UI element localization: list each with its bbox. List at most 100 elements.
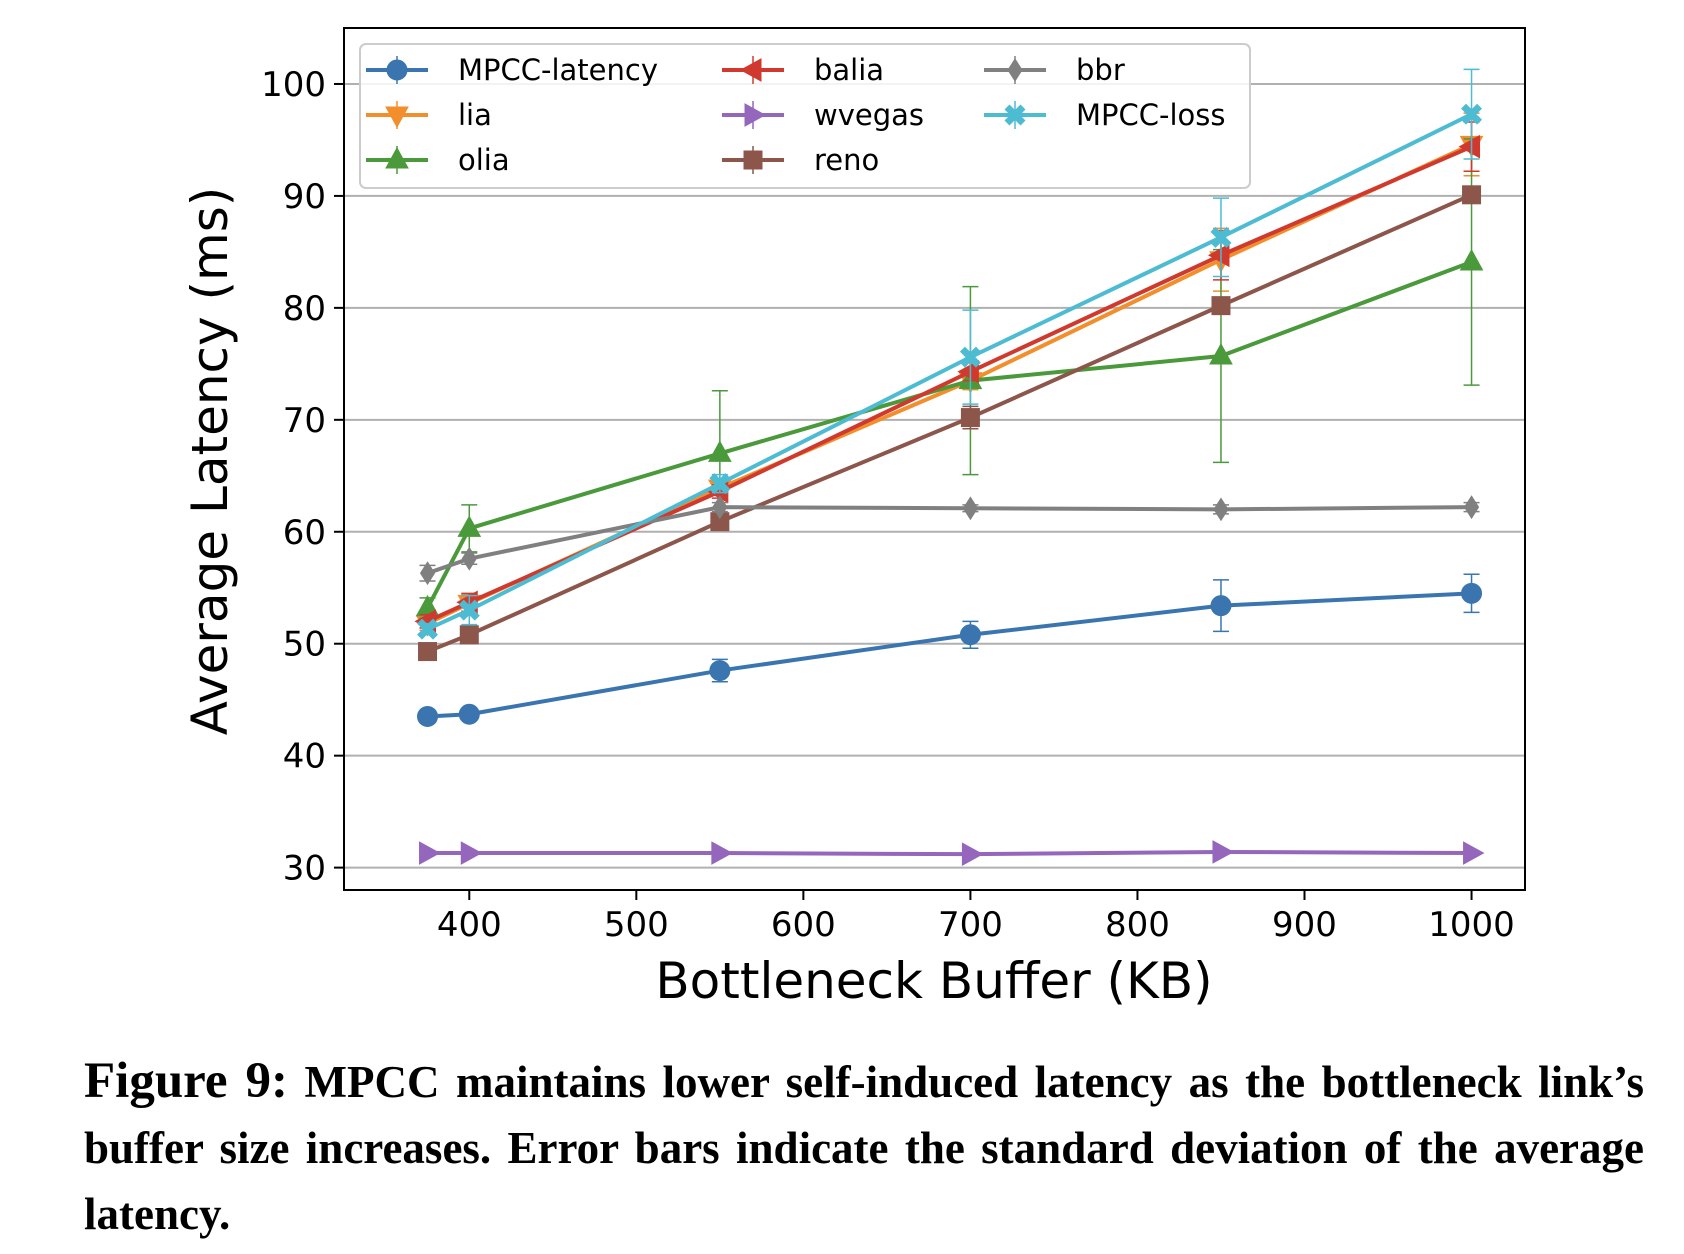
legend-item-mpcc-latency: MPCC-latency xyxy=(366,53,658,87)
series-group xyxy=(414,68,1485,867)
data-point xyxy=(1463,841,1485,865)
x-axis-title: Bottleneck Buffer (KB) xyxy=(655,952,1212,1010)
data-point xyxy=(1209,342,1233,365)
figure-caption: Figure 9: MPCC maintains lower self-indu… xyxy=(84,1048,1644,1247)
data-point-stroke xyxy=(417,618,438,640)
x-tick-label: 700 xyxy=(938,905,1003,945)
data-point xyxy=(458,599,480,621)
data-point-stroke xyxy=(959,346,981,368)
data-point xyxy=(711,841,733,865)
x-tick-label: 800 xyxy=(1105,905,1170,945)
legend-item-wvegas: wvegas xyxy=(722,98,924,132)
data-point xyxy=(957,359,979,384)
legend-marker xyxy=(1007,58,1023,82)
data-point xyxy=(1462,185,1482,205)
legend-marker xyxy=(744,103,767,127)
y-tick-label: 40 xyxy=(283,737,326,777)
data-point-stroke xyxy=(709,473,731,495)
data-point xyxy=(709,473,731,495)
legend-item-bbr: bbr xyxy=(984,53,1125,87)
series-line xyxy=(425,260,1473,609)
x-tick-label: 500 xyxy=(604,905,669,945)
legend-label: lia xyxy=(458,98,492,132)
axis-ticks: 30 40 50 60 70 80 90 100 400 500 600 700 800 900 1000 xyxy=(261,65,1515,945)
legend-item-lia: lia xyxy=(366,98,492,132)
data-point xyxy=(712,495,728,520)
series-reno xyxy=(418,185,1482,662)
y-tick-label: 60 xyxy=(283,513,326,553)
legend-marker xyxy=(743,150,763,170)
series-mpcc-latency xyxy=(417,573,1483,727)
data-point xyxy=(1458,134,1481,159)
legend-marker xyxy=(739,58,762,82)
data-point xyxy=(1459,248,1484,271)
data-point xyxy=(460,841,483,865)
data-point xyxy=(961,842,984,867)
data-point xyxy=(417,705,439,727)
legend-item-olia: olia xyxy=(366,143,510,177)
legend-item-balia: balia xyxy=(722,53,884,87)
legend-label: reno xyxy=(814,143,879,177)
data-point xyxy=(461,546,477,571)
legend-box xyxy=(359,43,1251,189)
series-wvegas xyxy=(419,840,1485,867)
series-line xyxy=(426,192,1473,654)
y-tick-label: 90 xyxy=(283,177,326,217)
legend-item-mpcc-loss: MPCC-loss xyxy=(984,98,1226,132)
data-point xyxy=(1463,495,1480,520)
x-tick-label: 400 xyxy=(437,905,502,945)
legend-label: bbr xyxy=(1076,53,1125,87)
data-point xyxy=(960,408,980,428)
data-point xyxy=(1207,243,1230,268)
series-line xyxy=(426,505,1472,576)
legend-label: MPCC-loss xyxy=(1076,98,1226,132)
data-point xyxy=(458,703,480,725)
legend: MPCC-latency lia olia balia wvegas reno bbr MPC… xyxy=(359,43,1251,189)
legend-label: MPCC-latency xyxy=(458,53,658,87)
y-axis-title: Average Latency (ms) xyxy=(181,187,239,736)
data-point xyxy=(962,496,979,521)
series-olia xyxy=(415,138,1484,619)
legend-marker xyxy=(385,106,409,129)
legend-label: olia xyxy=(458,143,510,177)
data-point xyxy=(417,618,438,640)
y-tick-label: 100 xyxy=(261,65,326,105)
data-point xyxy=(418,642,438,662)
legend-item-reno: reno xyxy=(722,143,879,177)
series-bbr xyxy=(419,495,1480,586)
data-point xyxy=(1210,226,1232,248)
data-point xyxy=(959,624,981,646)
legend-label: wvegas xyxy=(814,98,924,132)
data-point xyxy=(459,625,479,645)
legend-marker-stroke xyxy=(1004,104,1026,126)
x-tick-label: 600 xyxy=(771,905,836,945)
legend-marker xyxy=(1004,104,1026,126)
data-point xyxy=(457,515,482,537)
data-point-stroke xyxy=(1461,103,1483,125)
x-tick-label: 900 xyxy=(1272,905,1337,945)
data-point xyxy=(1461,582,1483,604)
legend-label: balia xyxy=(814,53,884,87)
data-point xyxy=(1213,497,1229,522)
y-tick-label: 30 xyxy=(283,849,326,889)
data-point xyxy=(709,660,731,682)
grid-lines xyxy=(344,82,1525,869)
data-point xyxy=(708,440,732,462)
caption-text: MPCC maintains lower self-induced latenc… xyxy=(84,1057,1644,1239)
x-tick-label: 1000 xyxy=(1428,905,1515,945)
legend-marker xyxy=(386,59,408,81)
series-line xyxy=(426,112,1473,631)
data-point xyxy=(419,561,436,586)
plot-frame xyxy=(343,27,1526,891)
data-point-stroke xyxy=(1210,226,1232,248)
data-point xyxy=(1210,595,1232,617)
y-tick-label: 80 xyxy=(283,289,326,329)
data-point-stroke xyxy=(458,599,480,621)
y-tick-label: 70 xyxy=(283,401,326,441)
legend-marker xyxy=(385,146,409,169)
data-point xyxy=(959,346,981,368)
data-point xyxy=(419,841,441,865)
data-point xyxy=(1461,103,1483,125)
